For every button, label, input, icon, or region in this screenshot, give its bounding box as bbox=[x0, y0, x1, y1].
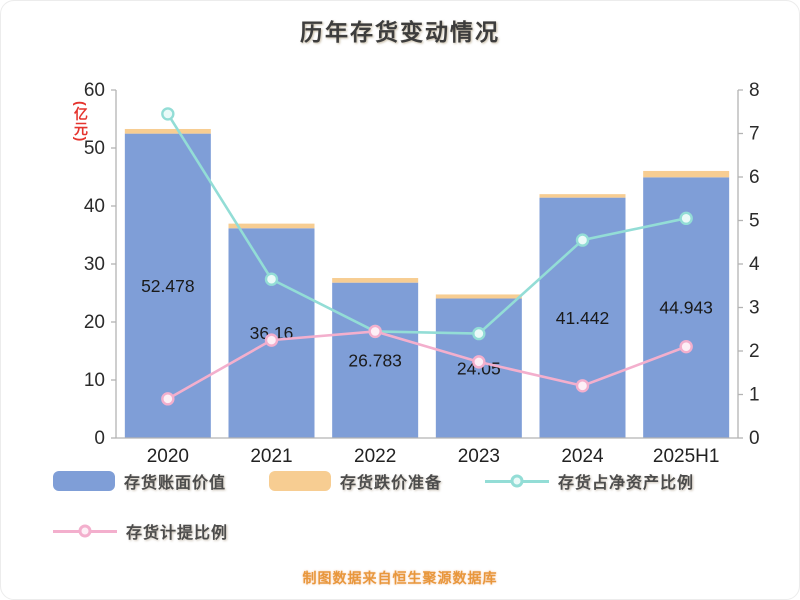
left-tick-label: 0 bbox=[94, 428, 105, 449]
right-tick-label: 8 bbox=[749, 80, 760, 101]
legend-item-1[interactable]: 存货账面价值 bbox=[53, 469, 269, 493]
marker-存货占净资产比例-2024 bbox=[575, 233, 590, 247]
left-tick-label: 20 bbox=[84, 312, 105, 333]
left-tick-label: 40 bbox=[84, 196, 105, 217]
bar-cap-2022 bbox=[332, 278, 419, 283]
marker-存货计提比例-2023 bbox=[472, 355, 486, 369]
legend-label: 存货计提比例 bbox=[126, 525, 229, 542]
legend-item-2[interactable]: 存货跌价准备 bbox=[269, 469, 485, 493]
right-tick-label: 1 bbox=[749, 385, 760, 406]
bar-cap-2025H1 bbox=[643, 170, 730, 178]
legend-item-4[interactable]: 存货计提比例 bbox=[53, 519, 269, 543]
marker-存货占净资产比例-2023 bbox=[472, 326, 486, 341]
bar-cap-2021 bbox=[228, 223, 315, 229]
right-tick-label: 3 bbox=[749, 298, 760, 319]
x-tick-label-2025H1: 2025H1 bbox=[653, 446, 720, 467]
legend-swatch-line bbox=[485, 471, 549, 491]
right-tick-label: 2 bbox=[749, 341, 760, 362]
x-tick-label-2022: 2022 bbox=[354, 446, 396, 467]
legend-swatch-bar bbox=[269, 471, 331, 491]
bar-value-label: 44.943 bbox=[659, 298, 713, 318]
right-tick-label: 7 bbox=[749, 124, 760, 145]
legend-marker-circle bbox=[78, 524, 92, 538]
marker-存货计提比例-2024 bbox=[575, 379, 590, 393]
chart-title: 历年存货变动情况 bbox=[300, 19, 500, 45]
legend-label: 存货跌价准备 bbox=[340, 475, 443, 492]
right-tick-label: 0 bbox=[749, 428, 760, 449]
marker-存货计提比例-2021 bbox=[264, 333, 279, 347]
line-存货占净资产比例 bbox=[166, 113, 687, 335]
marker-存货计提比例-2025H1 bbox=[679, 339, 693, 354]
left-tick-label: 50 bbox=[84, 138, 105, 159]
bar-value-label: 41.442 bbox=[556, 308, 610, 328]
marker-存货占净资产比例-2025H1 bbox=[679, 211, 693, 226]
x-tick-label-2024: 2024 bbox=[561, 446, 604, 467]
right-tick-label: 5 bbox=[749, 211, 760, 232]
bar-2021 bbox=[228, 228, 315, 438]
left-axis-unit-label: (亿元) bbox=[73, 101, 89, 143]
bar-cap-2023 bbox=[435, 294, 522, 299]
x-tick-label-2021: 2021 bbox=[250, 446, 292, 467]
bar-2020 bbox=[124, 133, 211, 438]
right-tick-label: 4 bbox=[749, 254, 760, 275]
footer-source-note: 制图数据来自恒生聚源数据库 bbox=[302, 570, 498, 586]
right-tick-label: 6 bbox=[749, 167, 760, 188]
left-tick-label: 60 bbox=[84, 80, 105, 101]
legend-label: 存货账面价值 bbox=[124, 475, 227, 492]
marker-存货计提比例-2022 bbox=[368, 324, 382, 339]
left-tick-label: 30 bbox=[84, 254, 105, 275]
legend-label: 存货占净资产比例 bbox=[558, 475, 695, 492]
legend-item-3[interactable]: 存货占净资产比例 bbox=[485, 469, 745, 493]
legend-marker-circle bbox=[510, 474, 524, 488]
marker-存货计提比例-2020 bbox=[161, 392, 175, 406]
bar-2022 bbox=[332, 282, 419, 438]
legend: 存货账面价值 存货跌价准备 存货占净资产比例存货计提比例 bbox=[53, 469, 759, 543]
x-tick-label-2020: 2020 bbox=[147, 446, 189, 467]
bar-value-label: 26.783 bbox=[348, 350, 402, 370]
marker-存货占净资产比例-2021 bbox=[264, 272, 279, 286]
legend-swatch-line bbox=[53, 521, 117, 541]
bar-cap-2020 bbox=[124, 128, 211, 134]
line-存货计提比例 bbox=[167, 330, 687, 400]
x-tick-label-2023: 2023 bbox=[458, 446, 500, 467]
legend-swatch-bar bbox=[53, 471, 115, 491]
bar-value-label: 52.478 bbox=[141, 276, 195, 296]
marker-存货占净资产比例-2020 bbox=[161, 107, 175, 121]
left-tick-label: 10 bbox=[84, 370, 105, 391]
bar-cap-2024 bbox=[539, 194, 626, 198]
